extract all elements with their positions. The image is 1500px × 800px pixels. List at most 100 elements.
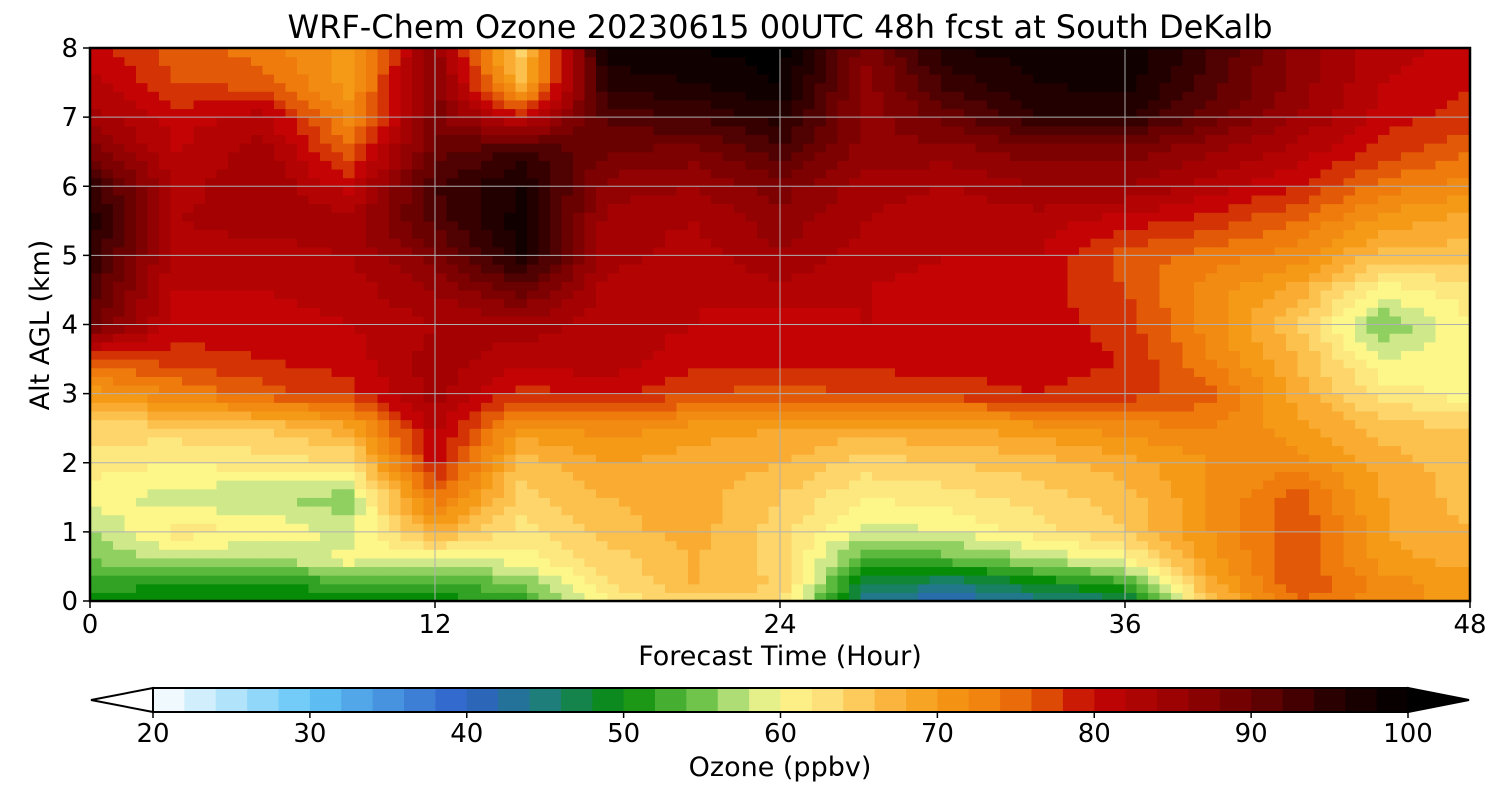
heatmap-cell: [1182, 523, 1195, 533]
heatmap-cell: [1125, 436, 1138, 447]
heatmap-cell: [239, 436, 252, 447]
heatmap-cell: [676, 341, 689, 352]
heatmap-cell: [1240, 341, 1253, 352]
heatmap-cell: [136, 428, 149, 438]
heatmap-cell: [791, 384, 804, 395]
heatmap-cell: [274, 436, 287, 447]
heatmap-cell: [619, 505, 632, 516]
heatmap-cell: [780, 428, 793, 438]
heatmap-cell: [987, 480, 1000, 490]
heatmap-cell: [1355, 583, 1368, 593]
heatmap-cell: [1228, 333, 1241, 343]
heatmap-cell: [216, 531, 229, 542]
heatmap-cell: [538, 264, 551, 274]
heatmap-cell: [274, 480, 287, 490]
heatmap-cell: [343, 367, 356, 377]
heatmap-cell: [228, 367, 241, 377]
heatmap-cell: [550, 480, 563, 490]
heatmap-cell: [1389, 307, 1402, 317]
heatmap-cell: [412, 359, 425, 369]
heatmap-cell: [239, 462, 252, 472]
heatmap-cell: [630, 436, 643, 447]
heatmap-cell: [837, 419, 850, 429]
heatmap-cell: [159, 575, 172, 585]
heatmap-cell: [124, 367, 137, 377]
heatmap-cell: [941, 436, 954, 447]
heatmap-cell: [803, 445, 816, 455]
heatmap-cell: [1297, 523, 1310, 533]
heatmap-cell: [262, 480, 275, 490]
heatmap-cell: [377, 324, 390, 334]
heatmap-cell: [308, 549, 321, 559]
heatmap-cell: [929, 402, 942, 412]
heatmap-cell: [1332, 315, 1345, 326]
heatmap-cell: [665, 341, 678, 352]
heatmap-cell: [952, 341, 965, 352]
heatmap-cell: [1251, 480, 1264, 490]
heatmap-cell: [1401, 281, 1414, 291]
heatmap-cell: [619, 289, 632, 300]
heatmap-cell: [1309, 341, 1322, 352]
heatmap-cell: [1217, 557, 1230, 568]
heatmap-cell: [734, 480, 747, 490]
heatmap-cell: [688, 393, 701, 403]
heatmap-cell: [481, 471, 494, 481]
heatmap-cell: [1090, 384, 1103, 395]
heatmap-cell: [929, 557, 942, 568]
heatmap-cell: [768, 410, 781, 421]
heatmap-cell: [1355, 462, 1368, 472]
heatmap-cell: [435, 393, 448, 403]
heatmap-cell: [573, 298, 586, 308]
heatmap-cell: [446, 531, 459, 542]
heatmap-cell: [1228, 246, 1241, 256]
heatmap-cell: [941, 428, 954, 438]
heatmap-cell: [1424, 419, 1437, 429]
heatmap-cell: [1401, 307, 1414, 317]
heatmap-cell: [711, 324, 724, 334]
heatmap-cell: [906, 376, 919, 386]
heatmap-cell: [182, 471, 195, 481]
heatmap-cell: [239, 428, 252, 438]
heatmap-cell: [389, 350, 402, 360]
heatmap-cell: [469, 324, 482, 334]
heatmap-cell: [1263, 307, 1276, 317]
heatmap-cell: [918, 246, 931, 256]
heatmap-cell: [573, 488, 586, 498]
heatmap-cell: [331, 471, 344, 481]
heatmap-cell: [1205, 436, 1218, 447]
heatmap-cell: [550, 315, 563, 326]
heatmap-cell: [1056, 307, 1069, 317]
heatmap-cell: [101, 384, 114, 395]
heatmap-cell: [1389, 549, 1402, 559]
heatmap-cell: [113, 523, 126, 533]
heatmap-cell: [1286, 462, 1299, 472]
heatmap-cell: [1389, 410, 1402, 421]
heatmap-cell: [124, 341, 137, 352]
heatmap-cell: [1389, 436, 1402, 447]
heatmap-cell: [1067, 549, 1080, 559]
heatmap-cell: [469, 298, 482, 308]
heatmap-cell: [849, 566, 862, 576]
heatmap-cell: [113, 480, 126, 490]
heatmap-cell: [596, 238, 609, 248]
heatmap-cell: [584, 462, 597, 472]
heatmap-cell: [1228, 281, 1241, 291]
heatmap-cell: [1217, 289, 1230, 300]
heatmap-cell: [446, 583, 459, 593]
heatmap-cell: [239, 333, 252, 343]
heatmap-cell: [1251, 592, 1264, 602]
heatmap-cell: [1102, 471, 1115, 481]
heatmap-cell: [124, 281, 137, 291]
heatmap-cell: [665, 592, 678, 602]
heatmap-cell: [1148, 531, 1161, 542]
heatmap-cell: [216, 289, 229, 300]
heatmap-cell: [1228, 264, 1241, 274]
heatmap-cell: [170, 298, 183, 308]
heatmap-cell: [1010, 419, 1023, 429]
heatmap-cell: [1297, 592, 1310, 602]
heatmap-cell: [1079, 454, 1092, 464]
heatmap-cell: [1401, 523, 1414, 533]
heatmap-cell: [1435, 281, 1448, 291]
heatmap-cell: [1401, 514, 1414, 524]
heatmap-cell: [1205, 307, 1218, 317]
